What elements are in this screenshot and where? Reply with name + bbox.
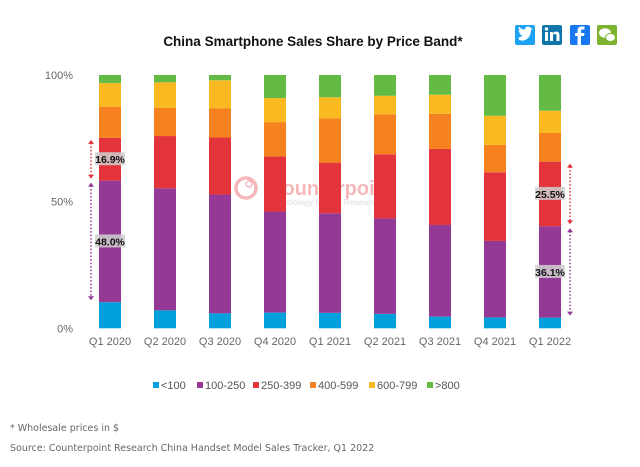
- bar-segment: [209, 313, 231, 329]
- facebook-icon[interactable]: [570, 25, 590, 45]
- legend-label: <100: [161, 380, 186, 392]
- bar-segment: [319, 162, 341, 214]
- bar-segment: [374, 154, 396, 219]
- bar-segment: [99, 75, 121, 84]
- bar-segment: [154, 107, 176, 137]
- x-tick-label: Q1 2022: [529, 336, 571, 348]
- bar-segment: [319, 75, 341, 98]
- arrow-down-icon: [567, 220, 573, 225]
- footnote: * Wholesale prices in $: [10, 423, 119, 434]
- annotation-label: 48.0%: [95, 236, 125, 248]
- bar-segment: [319, 97, 341, 119]
- arrow-up-icon: [567, 228, 573, 233]
- bar-segment: [264, 312, 286, 329]
- bar-segment: [319, 312, 341, 329]
- bar-segment: [539, 110, 561, 134]
- bar-segment: [154, 82, 176, 108]
- linkedin-icon[interactable]: [542, 25, 562, 45]
- annotation-label: 16.9%: [95, 154, 125, 166]
- bar-segment: [99, 302, 121, 329]
- annotation-label-bg: [535, 186, 565, 200]
- bar-segment: [154, 75, 176, 83]
- bar-segment: [209, 75, 231, 81]
- legend-swatch: [197, 382, 203, 388]
- legend-swatch: [310, 382, 316, 388]
- source-note: Source: Counterpoint Research China Hand…: [10, 443, 374, 454]
- chart-title: China Smartphone Sales Share by Price Ba…: [163, 34, 463, 49]
- x-tick-label: Q1 2021: [309, 336, 351, 348]
- annotation-label-bg: [95, 152, 125, 166]
- y-tick-label: 50%: [51, 197, 73, 209]
- bar-segment: [539, 133, 561, 162]
- bar-segment: [99, 106, 121, 138]
- arrow-down-icon: [88, 296, 94, 301]
- counterpoint-watermark: Counterpoint Technology Market Research: [234, 176, 394, 207]
- arrow-down-icon: [567, 311, 573, 316]
- bar-segment: [319, 213, 341, 313]
- bar-segment: [264, 211, 286, 313]
- y-tick-label: 100%: [45, 70, 73, 82]
- arrow-up-icon: [567, 163, 573, 168]
- bar-segment: [319, 118, 341, 163]
- arrow-down-icon: [88, 174, 94, 179]
- bar-segment: [374, 95, 396, 115]
- bar-segment: [484, 317, 506, 329]
- bar-segment: [429, 224, 451, 317]
- x-tick-label: Q1 2020: [89, 336, 131, 348]
- bar-segment: [484, 115, 506, 145]
- legend-label: 400-599: [318, 380, 358, 392]
- bar-segment: [429, 148, 451, 225]
- bar-segment: [154, 310, 176, 329]
- bar-segment: [154, 188, 176, 311]
- arrow-up-icon: [88, 182, 94, 187]
- bar-segment: [429, 94, 451, 114]
- bar-segment: [484, 144, 506, 173]
- legend-swatch: [369, 382, 375, 388]
- bar-segment: [539, 317, 561, 329]
- bar-segment: [264, 122, 286, 157]
- annotation-label-bg: [95, 234, 125, 248]
- bar-segment: [429, 113, 451, 149]
- bar-segment: [209, 108, 231, 138]
- legend-label: 100-250: [205, 380, 245, 392]
- bar-segment: [209, 80, 231, 109]
- wechat-icon[interactable]: [597, 25, 617, 45]
- y-tick-label: 0%: [57, 323, 73, 335]
- legend-swatch: [427, 382, 433, 388]
- bar-segment: [374, 218, 396, 314]
- x-tick-label: Q3 2020: [199, 336, 241, 348]
- arrow-up-icon: [88, 139, 94, 144]
- bar-segment: [429, 316, 451, 329]
- legend-swatch: [253, 382, 259, 388]
- legend-label: >800: [435, 380, 460, 392]
- bar-segment: [209, 137, 231, 195]
- x-tick-label: Q2 2020: [144, 336, 186, 348]
- annotation-label: 36.1%: [535, 267, 565, 279]
- bar-segment: [374, 75, 396, 96]
- bar-segment: [264, 98, 286, 123]
- bar-segment: [484, 75, 506, 116]
- legend-swatch: [153, 382, 159, 388]
- bar-segment: [209, 194, 231, 314]
- legend-label: 250-399: [261, 380, 301, 392]
- x-tick-label: Q4 2020: [254, 336, 296, 348]
- bar-segment: [429, 75, 451, 95]
- bar-segment: [484, 172, 506, 241]
- annotation-label: 25.5%: [535, 189, 565, 201]
- bar-segment: [154, 136, 176, 189]
- annotation-label-bg: [535, 264, 565, 278]
- bar-segment: [374, 114, 396, 155]
- bar-segment: [484, 240, 506, 318]
- x-tick-label: Q3 2021: [419, 336, 461, 348]
- bar-segment: [99, 83, 121, 107]
- twitter-icon[interactable]: [515, 25, 535, 45]
- x-tick-label: Q4 2021: [474, 336, 516, 348]
- bar-segment: [374, 313, 396, 329]
- bar-segment: [264, 156, 286, 212]
- bar-segment: [539, 75, 561, 111]
- legend-label: 600-799: [377, 380, 417, 392]
- bar-segment: [264, 75, 286, 99]
- x-tick-label: Q2 2021: [364, 336, 406, 348]
